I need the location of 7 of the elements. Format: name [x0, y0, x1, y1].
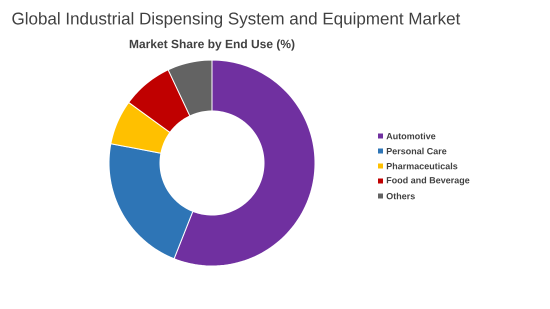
- legend-label: Automotive: [386, 132, 436, 140]
- chart-subtitle: Market Share by End Use (%): [130, 39, 294, 51]
- legend-label: Food and Beverage: [386, 176, 470, 186]
- legend-label: Pharmaceuticals: [386, 162, 458, 170]
- legend-label: Personal Care: [386, 148, 446, 154]
- legend-label: Others: [386, 192, 415, 200]
- chart-title: Global Industrial Dispensing System and Equipment Market: [12, 12, 460, 28]
